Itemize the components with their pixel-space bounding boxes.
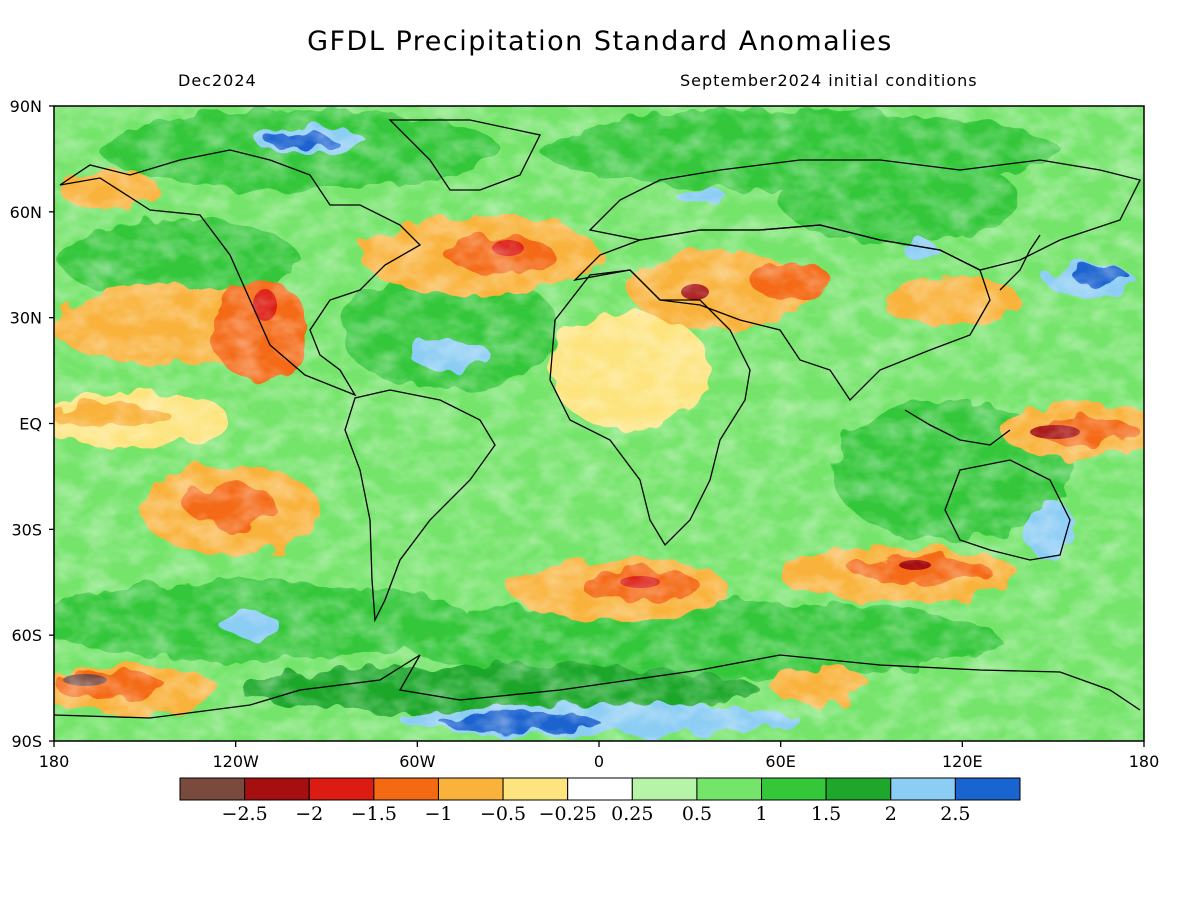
lon-tick-label: 120W [212,752,259,771]
colorbar-label: 2.5 [940,803,970,825]
initial-conditions-label: September2024 initial conditions [680,71,978,90]
lat-tick-label: 30N [10,309,42,328]
lon-tick-label: 60W [399,752,435,771]
colorbar-swatch [825,777,892,801]
valid-month-label: Dec2024 [178,71,257,90]
colorbar-swatch [631,777,698,801]
colorbar-swatch [954,777,1021,801]
lat-tick-label: 90N [10,97,42,116]
map-title: GFDL Precipitation Standard Anomalies [307,26,893,57]
colorbar-label: −2 [295,803,323,825]
colorbar-swatch [761,777,827,801]
anomaly-field [54,106,1144,741]
colorbar-swatch [308,777,375,801]
colorbar-swatch [179,777,246,801]
colorbar-swatch [373,777,439,801]
colorbar-swatch [567,777,633,801]
colorbar: −2.5 −2 −1.5 −1 −0.5 −0.25 0.25 0.5 1 1.5 2 2.5 [179,777,1021,825]
lat-tick-label: 60N [10,203,42,222]
lon-tick-label: 180 [39,752,70,771]
colorbar-label: −0.5 [480,803,526,825]
colorbar-label: −1.5 [351,803,397,825]
colorbar-label: 1.5 [811,803,841,825]
lat-tick-label: EQ [19,415,42,434]
lon-tick-label: 120E [942,752,983,771]
colorbar-label: 0.25 [611,803,653,825]
colorbar-swatch [502,777,569,801]
colorbar-swatch [244,777,310,801]
lat-tick-label: 30S [11,520,42,539]
lat-tick-label: 90S [11,732,42,751]
lon-tick-label: 180 [1129,752,1160,771]
longitude-ticks: 180 120W 60W 0 60E 120E 180 [39,741,1160,771]
colorbar-label: 0.5 [682,803,712,825]
colorbar-label: 1 [755,803,767,825]
colorbar-label: −0.25 [539,803,597,825]
lon-tick-label: 0 [594,752,604,771]
colorbar-swatch [696,777,763,801]
lon-tick-label: 60E [765,752,795,771]
colorbar-swatch [890,777,956,801]
colorbar-swatch [437,777,504,801]
latitude-ticks: 90N 60N 30N EQ 30S 60S 90S [10,97,54,751]
lat-tick-label: 60S [11,626,42,645]
colorbar-label: −2.5 [222,803,268,825]
colorbar-label: −1 [424,803,452,825]
coastlines [54,119,1141,719]
colorbar-label: 2 [885,803,897,825]
